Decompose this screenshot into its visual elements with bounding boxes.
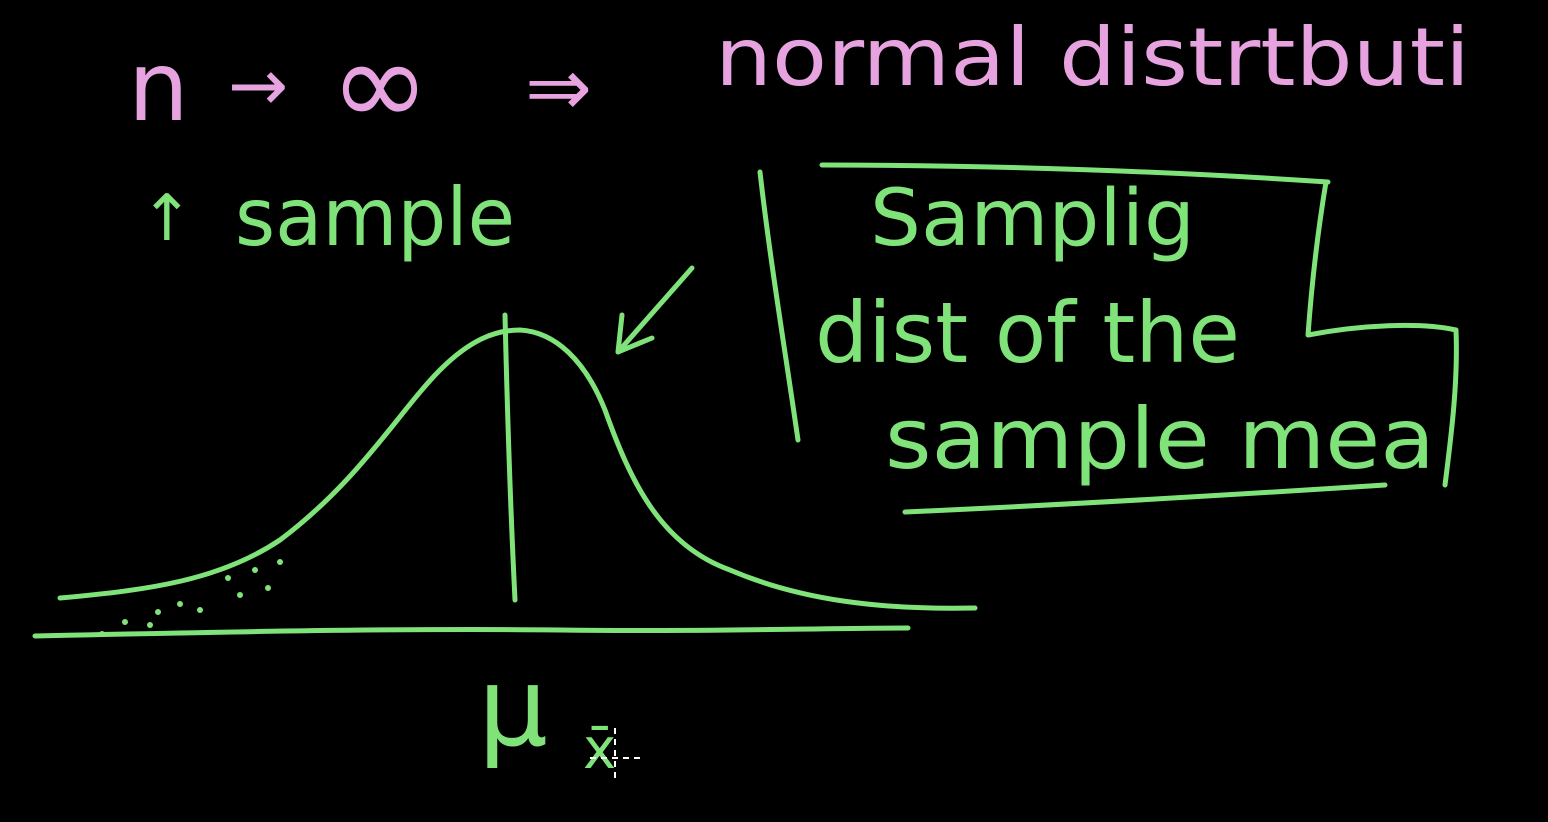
- bell-curve: [57, 327, 978, 611]
- shade-dot: [99, 631, 105, 637]
- shade-dot: [237, 592, 243, 598]
- note-line-1: Samplig: [870, 174, 1195, 264]
- mean-line: [502, 312, 518, 603]
- note-line-2: dist of the: [815, 284, 1240, 382]
- shade-dot: [122, 619, 128, 625]
- boxed-note: Samplig dist of the sample mea: [757, 162, 1459, 515]
- sample-text: sample: [235, 171, 515, 264]
- shade-dot: [147, 622, 153, 628]
- box-right-line: [1305, 179, 1459, 488]
- normal-distribution-text: normal distrtbuti: [715, 11, 1470, 104]
- bell-curve-sketch: [32, 312, 978, 639]
- crosshair-cursor-icon: [590, 728, 642, 782]
- x-bar-subscript: x̄: [583, 717, 616, 782]
- box-top-line: [819, 162, 1331, 185]
- sample-label: ↑ sample: [140, 171, 515, 264]
- top-line: n → ∞ ⇒ normal distrtbuti: [128, 11, 1470, 154]
- infinity-symbol: ∞: [330, 15, 430, 154]
- n-symbol: n: [128, 31, 189, 143]
- x-axis: [32, 625, 911, 639]
- box-left-line: [757, 169, 801, 443]
- tail-shading: [99, 559, 283, 637]
- pointer-arrow: [615, 265, 695, 355]
- shade-dot: [177, 601, 183, 607]
- mean-label: μ x̄: [478, 643, 616, 782]
- mu-symbol: μ: [478, 643, 548, 771]
- shade-dot: [265, 585, 271, 591]
- box-bottom-line: [902, 482, 1388, 515]
- shade-dot: [155, 609, 161, 615]
- shade-dot: [225, 575, 231, 581]
- note-line-3: sample mea: [885, 390, 1435, 488]
- shade-dot: [277, 559, 283, 565]
- shade-dot: [197, 607, 203, 613]
- up-arrow-icon: ↑: [140, 182, 194, 256]
- shade-dot: [252, 567, 258, 573]
- implies-symbol: ⇒: [525, 41, 592, 134]
- arrow-symbol: →: [228, 43, 288, 127]
